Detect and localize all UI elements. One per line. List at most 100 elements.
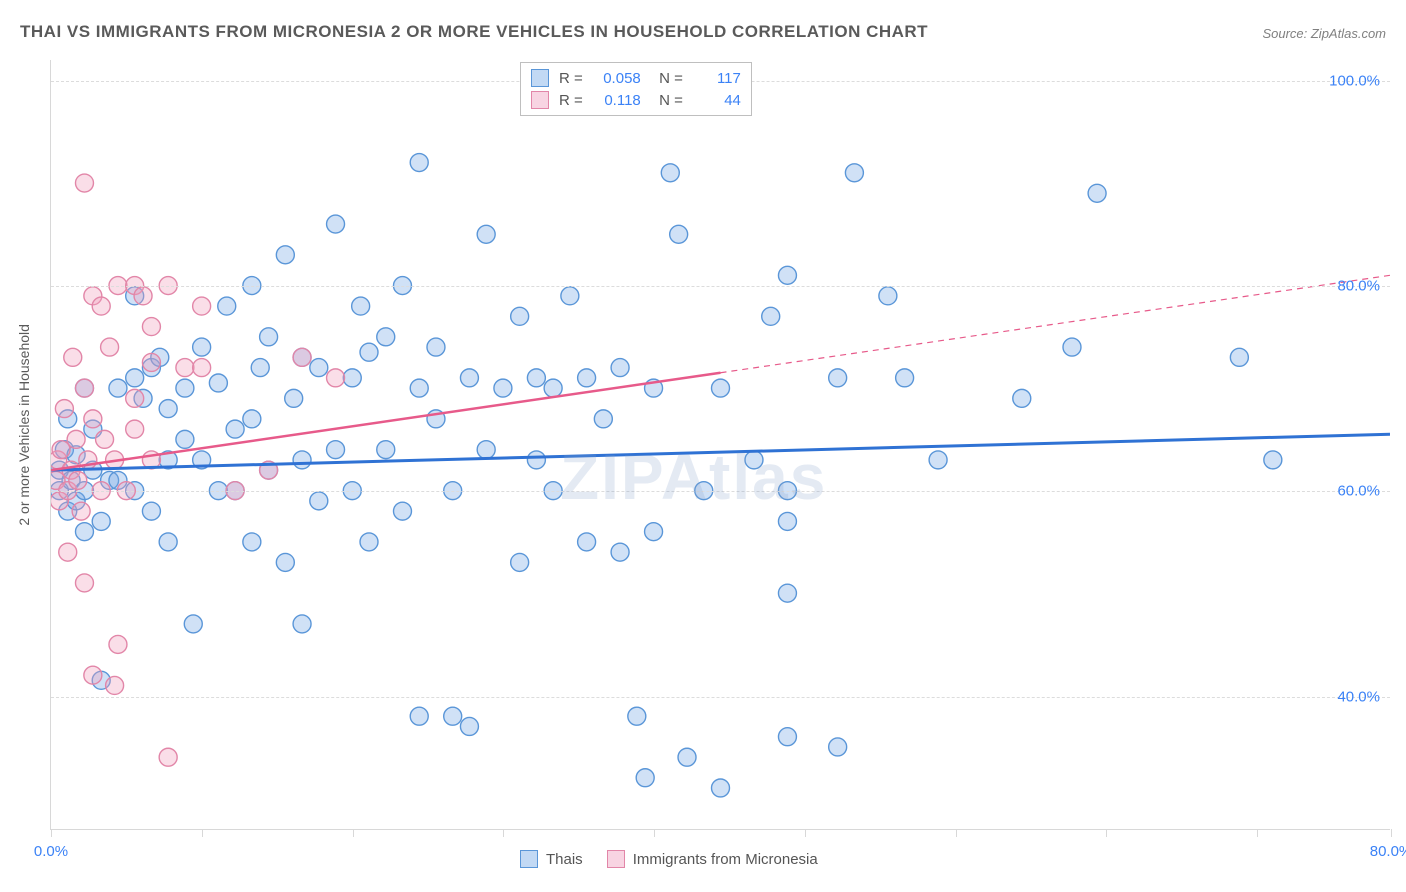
gridline: [51, 286, 1390, 287]
scatter-point: [477, 441, 495, 459]
scatter-point: [636, 769, 654, 787]
scatter-point: [1013, 389, 1031, 407]
scatter-point: [494, 379, 512, 397]
scatter-point: [67, 430, 85, 448]
scatter-point: [226, 420, 244, 438]
scatter-point: [578, 369, 596, 387]
stat-R-label: R =: [559, 92, 583, 109]
scatter-point: [896, 369, 914, 387]
scatter-point: [561, 287, 579, 305]
scatter-point: [251, 359, 269, 377]
xtick: [503, 829, 504, 837]
scatter-point: [159, 533, 177, 551]
scatter-point: [176, 430, 194, 448]
scatter-point: [410, 154, 428, 172]
scatter-point: [176, 379, 194, 397]
scatter-point: [310, 492, 328, 510]
scatter-point: [75, 379, 93, 397]
scatter-point: [511, 553, 529, 571]
ytick-label: 100.0%: [1329, 72, 1380, 89]
legend-stats-row: R = 0.058 N = 117: [531, 67, 741, 89]
legend-stats-box: R = 0.058 N = 117 R = 0.118 N = 44: [520, 62, 752, 116]
source-label: Source: ZipAtlas.com: [1262, 26, 1386, 41]
gridline: [51, 697, 1390, 698]
scatter-point: [410, 379, 428, 397]
scatter-point: [276, 553, 294, 571]
stat-R-value: 0.118: [593, 92, 641, 109]
legend-bottom: Thais Immigrants from Micronesia: [520, 850, 818, 868]
xtick-label: 0.0%: [34, 843, 68, 860]
xtick: [956, 829, 957, 837]
scatter-point: [243, 533, 261, 551]
scatter-point: [477, 225, 495, 243]
legend-item: Immigrants from Micronesia: [607, 850, 818, 868]
xtick: [51, 829, 52, 837]
trend-line-extrapolated: [721, 275, 1391, 372]
legend-stats-row: R = 0.118 N = 44: [531, 89, 741, 111]
scatter-point: [142, 318, 160, 336]
stat-N-label: N =: [651, 92, 683, 109]
scatter-point: [106, 676, 124, 694]
ytick-label: 40.0%: [1337, 688, 1380, 705]
stat-R-value: 0.058: [593, 70, 641, 87]
legend-label: Thais: [546, 851, 583, 868]
scatter-point: [159, 748, 177, 766]
scatter-point: [75, 174, 93, 192]
scatter-point: [209, 374, 227, 392]
xtick: [202, 829, 203, 837]
legend-item: Thais: [520, 850, 583, 868]
xtick: [353, 829, 354, 837]
y-axis-label: 2 or more Vehicles in Household: [16, 324, 32, 526]
swatch-pink: [607, 850, 625, 868]
scatter-point: [84, 410, 102, 428]
scatter-point: [377, 328, 395, 346]
scatter-point: [1088, 184, 1106, 202]
scatter-point: [84, 666, 102, 684]
ytick-label: 80.0%: [1337, 277, 1380, 294]
xtick: [805, 829, 806, 837]
scatter-point: [109, 379, 127, 397]
scatter-point: [193, 359, 211, 377]
stat-N-label: N =: [651, 70, 683, 87]
scatter-point: [511, 307, 529, 325]
scatter-point: [427, 338, 445, 356]
scatter-point: [712, 779, 730, 797]
chart-area: 40.0%60.0%80.0%100.0%0.0%80.0%: [50, 60, 1390, 830]
scatter-point: [126, 369, 144, 387]
scatter-point: [393, 502, 411, 520]
scatter-point: [879, 287, 897, 305]
scatter-point: [460, 717, 478, 735]
scatter-point: [1230, 348, 1248, 366]
scatter-point: [218, 297, 236, 315]
scatter-point: [845, 164, 863, 182]
scatter-point: [293, 615, 311, 633]
scatter-point: [343, 369, 361, 387]
legend-label: Immigrants from Micronesia: [633, 851, 818, 868]
scatter-point: [184, 615, 202, 633]
scatter-point: [527, 451, 545, 469]
scatter-point: [594, 410, 612, 428]
scatter-point: [55, 400, 73, 418]
scatter-point: [260, 328, 278, 346]
scatter-point: [293, 348, 311, 366]
scatter-point: [142, 502, 160, 520]
scatter-point: [762, 307, 780, 325]
scatter-point: [578, 533, 596, 551]
xtick: [1257, 829, 1258, 837]
gridline: [51, 491, 1390, 492]
scatter-point: [276, 246, 294, 264]
scatter-point: [1063, 338, 1081, 356]
scatter-point: [460, 369, 478, 387]
xtick: [1106, 829, 1107, 837]
scatter-point: [661, 164, 679, 182]
scatter-point: [327, 441, 345, 459]
scatter-point: [360, 533, 378, 551]
scatter-point: [59, 543, 77, 561]
swatch-blue: [531, 69, 549, 87]
scatter-point: [745, 451, 763, 469]
scatter-plot: [51, 60, 1390, 829]
scatter-point: [377, 441, 395, 459]
scatter-point: [360, 343, 378, 361]
scatter-point: [69, 471, 87, 489]
scatter-point: [611, 543, 629, 561]
